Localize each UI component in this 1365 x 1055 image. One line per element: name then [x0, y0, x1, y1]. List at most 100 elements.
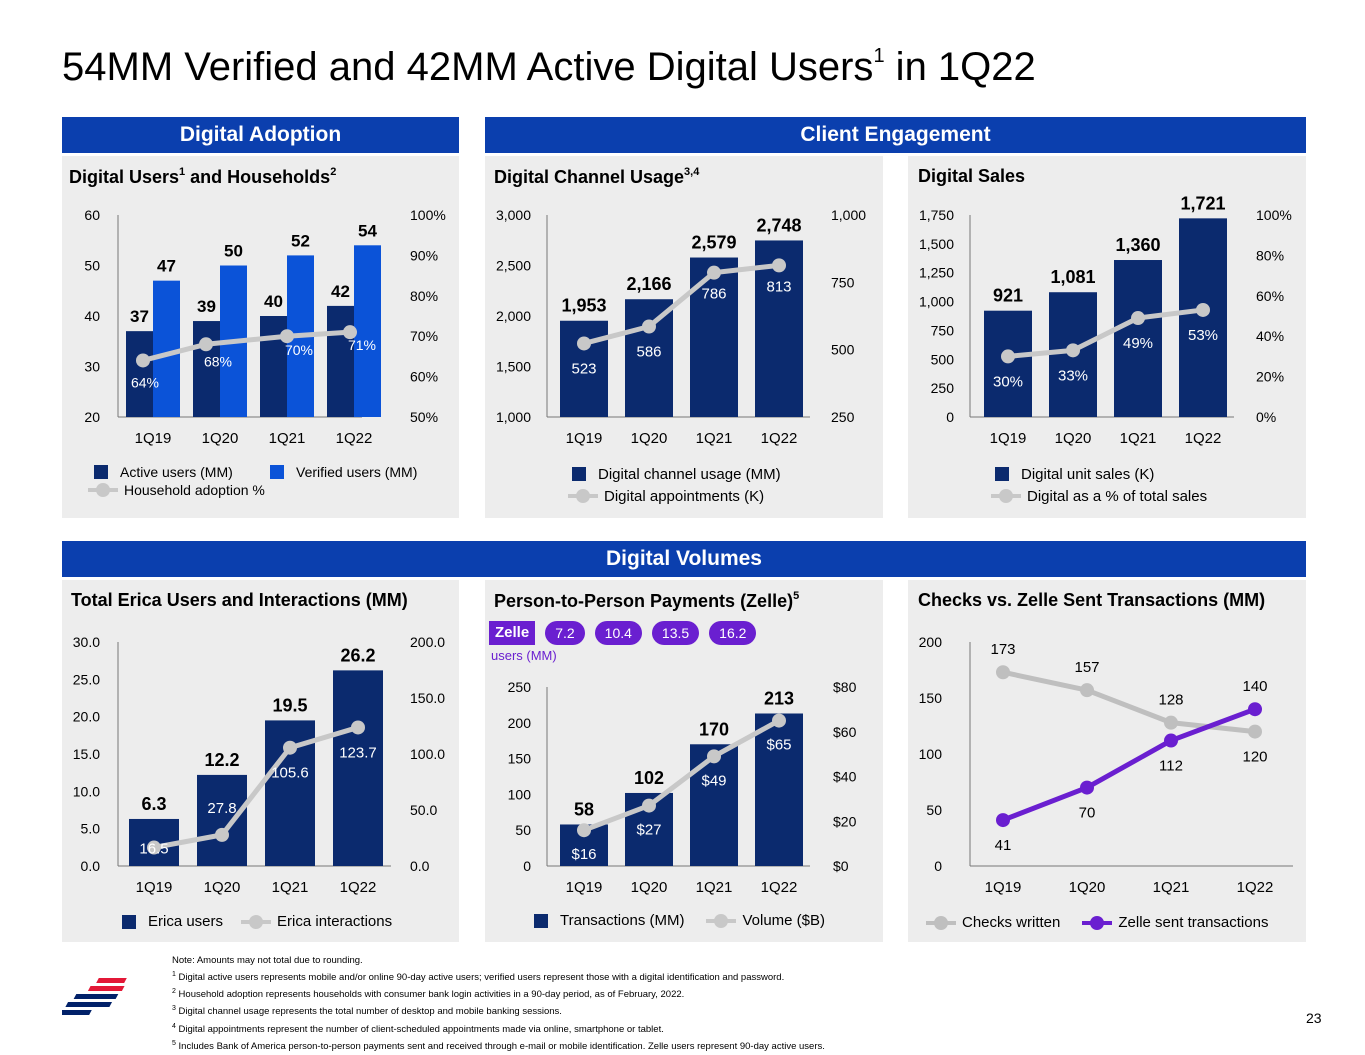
footnote: 1 Digital active users represents mobile…	[172, 971, 785, 984]
y2-tick-label: 200.0	[410, 634, 445, 650]
y-tick-label: 100	[919, 746, 943, 762]
x-tick-label: 1Q20	[631, 430, 668, 447]
sales-bar	[1114, 260, 1162, 417]
y2-tick-label: 20%	[1256, 369, 1284, 385]
household-label: 70%	[285, 342, 313, 358]
x-tick-label: 1Q19	[566, 430, 603, 447]
zelle-panel-title: Person-to-Person Payments (Zelle)5	[494, 590, 800, 611]
legend-swatch	[991, 488, 1021, 504]
legend-label: Digital unit sales (K)	[1021, 465, 1155, 483]
y-tick-label: 20	[84, 409, 100, 425]
household-point	[280, 329, 294, 344]
y2-tick-label: 750	[831, 274, 855, 290]
erica-bar-label: 6.3	[141, 794, 166, 814]
erica-bar	[333, 670, 383, 866]
active-users-label: 39	[197, 297, 216, 316]
sales-bar-label: 921	[993, 286, 1023, 306]
y2-tick-label: 50.0	[410, 802, 437, 818]
legend-swatch	[1082, 915, 1113, 931]
y-tick-label: 50	[84, 258, 100, 274]
panel-digital-sales	[908, 156, 1306, 518]
household-label: 71%	[348, 337, 376, 353]
legend-label: Checks written	[962, 914, 1061, 931]
y-tick-label: 0	[523, 858, 531, 874]
x-tick-label: 1Q22	[761, 879, 798, 896]
y-tick-label: 30.0	[73, 634, 100, 650]
verified-users-label: 50	[224, 242, 243, 261]
zelle-overlay-label: $49	[701, 772, 726, 789]
footnote: 3 Digital channel usage represents the t…	[172, 1005, 562, 1018]
zelle-bar-label: 102	[634, 768, 664, 788]
zelle-legend: Transactions (MM) Volume ($B)	[534, 912, 825, 929]
footnote: 4 Digital appointments represent the num…	[172, 1022, 664, 1035]
y-tick-label: 100	[508, 786, 532, 802]
legend-label: Verified users (MM)	[296, 464, 418, 480]
checks-panel-title: Checks vs. Zelle Sent Transactions (MM)	[918, 590, 1266, 610]
x-tick-label: 1Q20	[204, 879, 241, 896]
sales-legend: Digital unit sales (K) Digital as a % of…	[991, 463, 1207, 507]
x-tick-label: 1Q20	[631, 879, 668, 896]
x-tick-label: 1Q20	[1055, 430, 1092, 447]
users-panel-title: Digital Users1 and Households2	[69, 166, 337, 187]
digital-sales-chart: 0 250 500 750 1,000 1,250 1,500 1,750 0% 20% 40% 60…	[919, 195, 1292, 447]
zelle-sent-label: 41	[995, 837, 1012, 854]
sales-overlay-point	[1196, 302, 1210, 317]
digital-channel-chart: 1,000 1,500 2,000 2,500 3,000 250 500 750 1,000 1…	[496, 207, 866, 447]
zelle-sent-point	[996, 813, 1010, 828]
zelle-bar	[690, 744, 738, 866]
erica-overlay-line	[153, 725, 359, 850]
channel-legend: Digital channel usage (MM) Digital appoi…	[568, 463, 781, 507]
household-point	[136, 353, 150, 368]
active-users-bar	[126, 331, 153, 417]
legend-label: Erica users	[148, 913, 224, 930]
channel-bar	[625, 299, 673, 417]
y2-tick-label: 60%	[1256, 288, 1284, 304]
erica-bar-label: 12.2	[204, 750, 239, 770]
zelle-sent-label: 112	[1159, 758, 1183, 775]
checks-point	[1164, 715, 1178, 730]
footnotes: Note: Amounts may not total due to round…	[172, 951, 825, 1054]
sales-bar-label: 1,360	[1115, 235, 1160, 255]
y2-tick-label: $0	[833, 858, 849, 874]
x-tick-label: 1Q19	[135, 430, 172, 447]
legend-label: Digital channel usage (MM)	[598, 465, 781, 483]
y-tick-label: 0	[946, 409, 954, 425]
y2-tick-label: 150.0	[410, 690, 445, 706]
y2-tick-label: 80%	[410, 288, 438, 304]
channel-bar	[690, 257, 738, 417]
active-users-label: 37	[130, 307, 149, 326]
y-tick-label: 1,000	[919, 294, 954, 310]
y-tick-label: 1,750	[919, 207, 954, 223]
verified-users-bar	[354, 245, 381, 417]
channel-bar-label: 2,579	[691, 233, 736, 253]
x-tick-label: 1Q21	[1120, 430, 1157, 447]
checks-label: 173	[990, 641, 1015, 658]
active-users-label: 40	[264, 292, 283, 311]
verified-users-label: 54	[358, 221, 377, 240]
zelle-bar-label: 58	[574, 799, 594, 819]
legend-swatch	[706, 913, 737, 929]
channel-overlay-label: 523	[571, 360, 596, 377]
x-tick-label: 1Q22	[340, 879, 377, 896]
erica-overlay-point	[147, 840, 161, 855]
y2-tick-label: 100.0	[410, 746, 445, 762]
y2-tick-label: 250	[831, 409, 855, 425]
channel-overlay-label: 586	[636, 344, 661, 361]
channel-overlay-point	[577, 336, 591, 351]
y-tick-label: 250	[931, 380, 955, 396]
active-users-label: 42	[331, 282, 350, 301]
sales-bar-label: 1,081	[1050, 267, 1095, 287]
y-tick-label: 0.0	[81, 858, 101, 874]
digital-users-chart: 20 30 40 50 60 50% 60% 70% 80% 90% 100% 37 39 40 42 47 5…	[84, 207, 445, 447]
y-tick-label: 15.0	[73, 746, 100, 762]
x-tick-label: 1Q19	[985, 879, 1022, 896]
x-tick-label: 1Q19	[990, 430, 1027, 447]
page-number: 23	[1306, 1010, 1322, 1026]
legend-label: Zelle sent transactions	[1118, 914, 1269, 931]
zelle-sent-point	[1248, 702, 1262, 717]
y2-tick-label: 80%	[1256, 247, 1284, 263]
y2-tick-label: $60	[833, 724, 857, 740]
sales-overlay-label: 49%	[1123, 335, 1153, 352]
legend-label: Transactions (MM)	[560, 912, 685, 929]
y-tick-label: 5.0	[81, 821, 101, 837]
